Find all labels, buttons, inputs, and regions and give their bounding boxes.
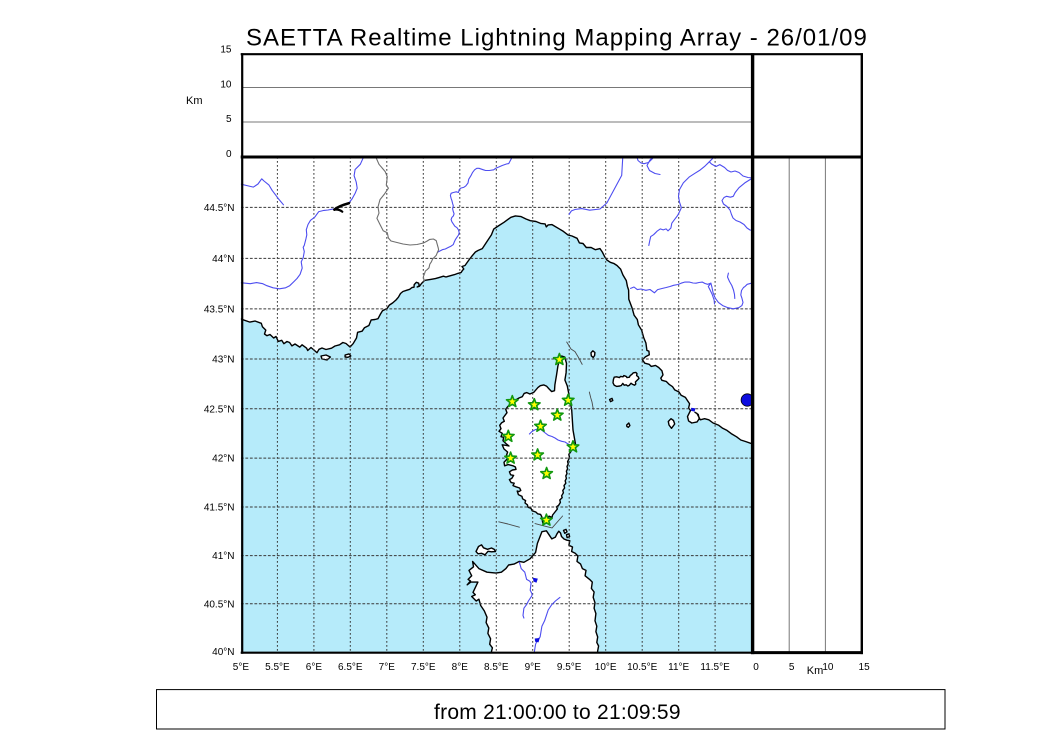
svg-text:11.5°E: 11.5°E [700,662,730,673]
svg-text:41°N: 41°N [212,551,234,562]
svg-text:10°E: 10°E [595,662,617,673]
svg-text:5: 5 [789,662,795,673]
svg-text:6.5°E: 6.5°E [338,662,363,673]
svg-text:42°N: 42°N [212,454,234,465]
svg-text:7°E: 7°E [379,662,396,673]
svg-text:41.5°N: 41.5°N [204,503,235,514]
svg-text:43.5°N: 43.5°N [204,304,235,315]
svg-text:10: 10 [822,662,834,673]
svg-text:8.5°E: 8.5°E [484,662,509,673]
svg-text:15: 15 [220,45,232,56]
svg-text:15: 15 [859,662,871,673]
svg-text:5°E: 5°E [233,662,250,673]
svg-text:44°N: 44°N [212,254,234,265]
svg-text:SAETTA Realtime Lightning Mapp: SAETTA Realtime Lightning Mapping Array … [246,25,868,52]
svg-text:from 21:00:00 to 21:09:59: from 21:00:00 to 21:09:59 [434,701,681,724]
svg-text:9.5°E: 9.5°E [557,662,582,673]
svg-text:40°N: 40°N [212,647,234,658]
svg-text:10: 10 [220,79,232,90]
svg-text:44.5°N: 44.5°N [204,203,235,214]
svg-text:5.5°E: 5.5°E [265,662,290,673]
svg-text:11°E: 11°E [668,662,689,673]
svg-text:43°N: 43°N [212,355,234,366]
svg-text:40.5°N: 40.5°N [204,599,235,610]
svg-text:6°E: 6°E [306,662,323,673]
svg-text:10.5°E: 10.5°E [627,662,657,673]
svg-text:5: 5 [226,114,232,125]
svg-text:Km: Km [186,95,203,107]
svg-text:8°E: 8°E [452,662,469,673]
svg-text:42.5°N: 42.5°N [204,404,235,415]
svg-text:Km: Km [807,665,824,677]
svg-text:0: 0 [226,149,232,160]
svg-text:0: 0 [753,662,759,673]
svg-text:9°E: 9°E [525,662,542,673]
svg-text:7.5°E: 7.5°E [411,662,436,673]
